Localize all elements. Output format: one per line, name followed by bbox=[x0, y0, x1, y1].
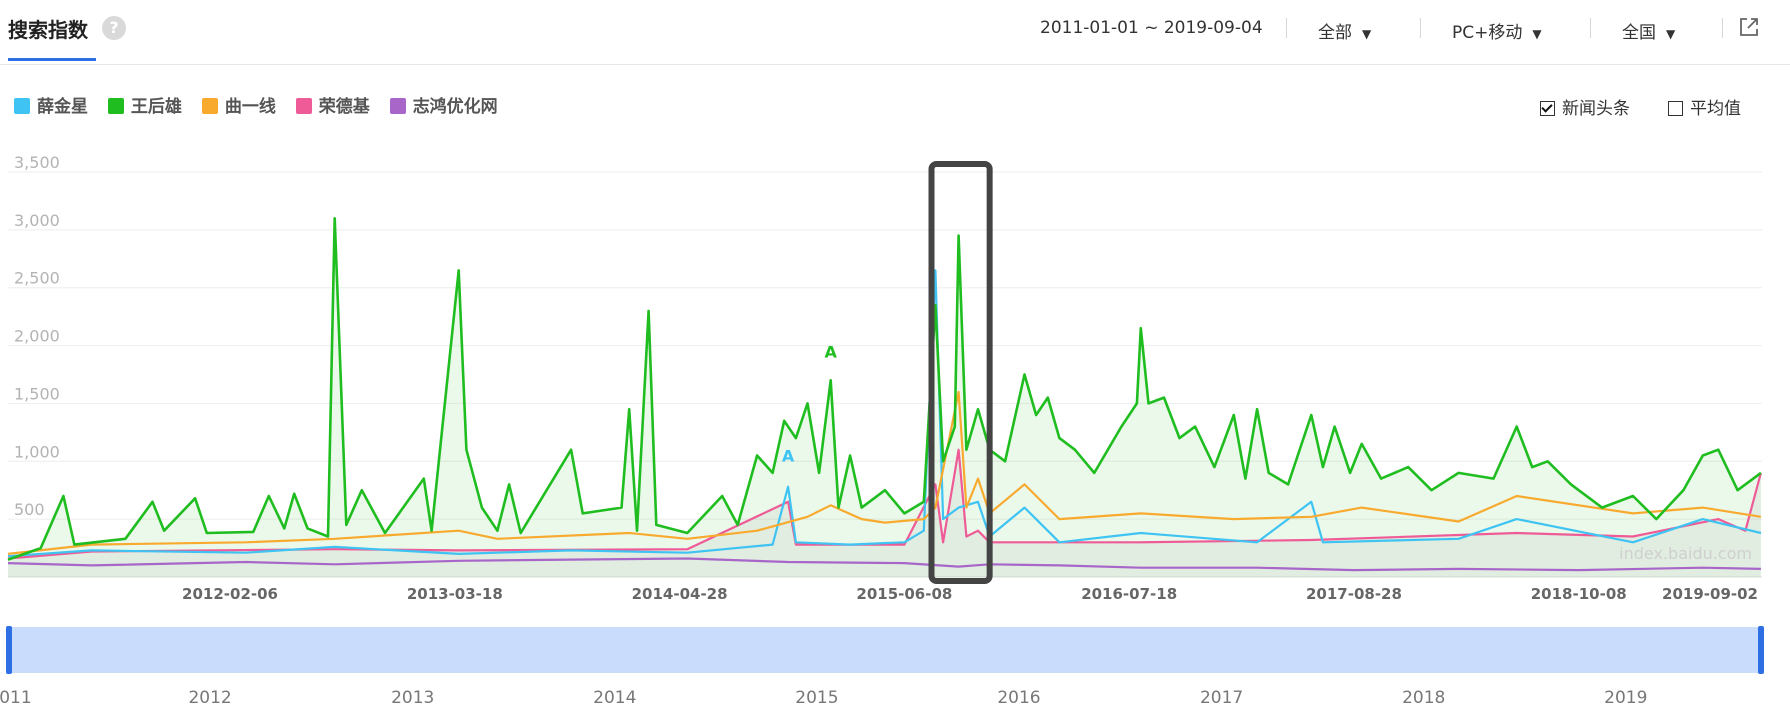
x-tick-label: 2019-09-02 bbox=[1662, 585, 1758, 603]
y-tick-label: 3,500 bbox=[14, 153, 60, 172]
legend-label: 王后雄 bbox=[130, 97, 182, 117]
legend-item-wanghouxiong[interactable]: 王后雄 bbox=[107, 92, 182, 117]
region-filter-value: 全国 bbox=[1622, 23, 1656, 43]
legend-item-xuejinxing[interactable]: 薛金星 bbox=[14, 92, 88, 117]
highlight-box bbox=[928, 161, 993, 584]
legend-swatch bbox=[201, 98, 218, 114]
navigator-year-label: 2015 bbox=[795, 688, 838, 708]
range-navigator bbox=[8, 627, 1762, 673]
y-tick-label: 2,000 bbox=[14, 327, 60, 346]
legend-swatch bbox=[389, 98, 406, 114]
average-checkbox[interactable] bbox=[1668, 101, 1683, 116]
navigator-handle-right bbox=[1758, 626, 1764, 674]
y-tick-label: 1,500 bbox=[14, 384, 60, 403]
legend-label: 薛金星 bbox=[37, 97, 88, 117]
top-bar: 搜索指数 ? 2011-01-01 ~ 2019-09-04 全部 ▼ PC+移动… bbox=[0, 0, 1790, 65]
chevron-down-icon: ▼ bbox=[1666, 27, 1676, 41]
legend-label: 荣德基 bbox=[318, 97, 370, 117]
x-tick-label: 2017-08-28 bbox=[1306, 585, 1402, 603]
help-icon[interactable]: ? bbox=[102, 16, 126, 40]
navigator-year-label: 2017 bbox=[1200, 688, 1243, 708]
x-tick-label: 2015-06-08 bbox=[856, 585, 952, 603]
chevron-down-icon: ▼ bbox=[1362, 27, 1372, 41]
navigator-year-label: 2016 bbox=[997, 688, 1040, 708]
type-filter-dropdown[interactable]: 全部 ▼ bbox=[1318, 18, 1371, 43]
series-line bbox=[7, 269, 1762, 558]
legend-item-zhihongyouhua[interactable]: 志鸿优化网 bbox=[389, 92, 498, 117]
x-tick-label: 2016-07-18 bbox=[1081, 585, 1177, 603]
legend-swatch bbox=[14, 98, 30, 114]
legend-label: 曲一线 bbox=[224, 97, 276, 117]
chart-legend: 薛金星 王后雄 曲一线 荣德基 志鸿优化网 bbox=[14, 92, 512, 117]
annotation-label: A bbox=[825, 342, 838, 361]
x-tick-label: 2014-04-28 bbox=[632, 585, 728, 603]
navigator-handle-left bbox=[6, 626, 12, 674]
date-range-picker[interactable]: 2011-01-01 ~ 2019-09-04 bbox=[1040, 18, 1263, 38]
annotation-label: A bbox=[782, 447, 795, 466]
series-line bbox=[7, 557, 1761, 572]
news-headlines-checkbox[interactable] bbox=[1540, 101, 1555, 116]
average-option[interactable]: 平均值 bbox=[1668, 94, 1741, 119]
average-label: 平均值 bbox=[1690, 99, 1741, 119]
export-icon[interactable] bbox=[1738, 16, 1760, 38]
navigator-year-label: 2012 bbox=[188, 688, 231, 708]
type-filter-value: 全部 bbox=[1318, 23, 1352, 43]
y-tick-label: 3,000 bbox=[14, 211, 60, 230]
series-line bbox=[7, 217, 1762, 561]
x-tick-label: 2013-03-18 bbox=[407, 585, 503, 603]
chevron-down-icon: ▼ bbox=[1532, 27, 1542, 41]
navigator-year-label: 2018 bbox=[1402, 688, 1445, 708]
region-filter-dropdown[interactable]: 全国 ▼ bbox=[1622, 18, 1675, 43]
x-tick-label: 2012-02-06 bbox=[182, 585, 278, 603]
navigator-year-label: 2014 bbox=[593, 688, 636, 708]
x-tick-label: 2018-10-08 bbox=[1531, 585, 1627, 603]
watermark-text: index.baidu.com bbox=[1619, 544, 1752, 563]
news-headlines-option[interactable]: 新闻头条 bbox=[1540, 94, 1630, 119]
navigator-year-label: 2019 bbox=[1604, 688, 1647, 708]
divider bbox=[1420, 18, 1421, 38]
y-tick-label: 500 bbox=[14, 500, 45, 519]
navigator-year-label: 2013 bbox=[391, 688, 434, 708]
legend-swatch bbox=[295, 98, 312, 114]
divider bbox=[1722, 18, 1723, 38]
device-filter-dropdown[interactable]: PC+移动 ▼ bbox=[1452, 18, 1542, 43]
legend-item-rongdeji[interactable]: 荣德基 bbox=[295, 92, 370, 117]
device-filter-value: PC+移动 bbox=[1452, 23, 1523, 43]
series-base-area bbox=[8, 449, 1761, 577]
legend-item-quyixian[interactable]: 曲一线 bbox=[201, 92, 276, 117]
divider bbox=[1590, 18, 1591, 38]
search-index-chart: 3,500 3,000 2,500 2,000 1,500 1,000 500 A Aindex… bbox=[0, 153, 1764, 708]
y-tick-label: 2,500 bbox=[14, 269, 60, 288]
legend-swatch bbox=[107, 98, 124, 114]
y-tick-label: 1,000 bbox=[14, 442, 60, 461]
legend-label: 志鸿优化网 bbox=[412, 97, 498, 117]
divider bbox=[1286, 18, 1287, 38]
tab-search-index[interactable]: 搜索指数 bbox=[8, 18, 88, 42]
active-tab-indicator bbox=[8, 58, 96, 61]
series-area bbox=[8, 218, 1761, 578]
navigator-year-label: 2011 bbox=[0, 688, 32, 708]
news-headlines-label: 新闻头条 bbox=[1562, 99, 1630, 119]
